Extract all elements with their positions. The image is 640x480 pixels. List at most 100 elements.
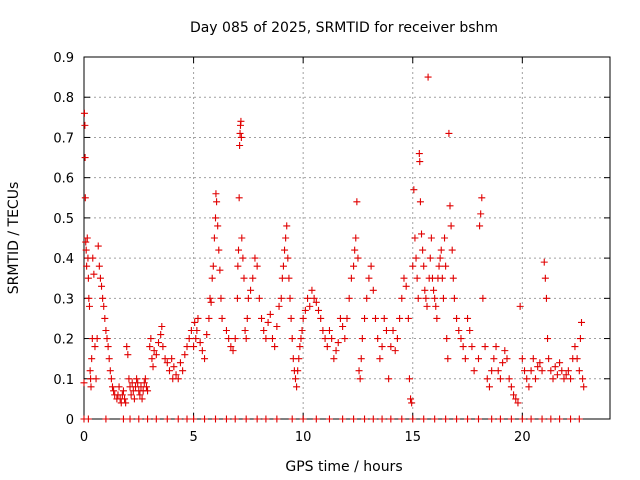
data-point [437, 246, 445, 254]
data-point [161, 355, 169, 363]
zero-point [350, 415, 358, 423]
zero-point [507, 415, 515, 423]
data-point [105, 355, 113, 363]
zero-point [152, 415, 160, 423]
data-point [336, 314, 344, 322]
data-point [415, 150, 423, 158]
data-point [306, 302, 314, 310]
data-point [308, 286, 316, 294]
zero-point [488, 415, 496, 423]
data-point [206, 294, 214, 302]
data-point [247, 286, 255, 294]
data-point [185, 335, 193, 343]
data-point [233, 294, 241, 302]
data-point [459, 343, 467, 351]
data-point [432, 302, 440, 310]
zero-point [464, 415, 472, 423]
zero-point [361, 415, 369, 423]
data-point [567, 375, 575, 383]
x-tick-label: 5 [189, 430, 197, 445]
data-point [90, 270, 98, 278]
zero-point [547, 415, 555, 423]
zero-point [273, 415, 281, 423]
zero-point [102, 415, 110, 423]
zero-point [378, 415, 386, 423]
data-point [136, 391, 144, 399]
data-point [446, 202, 454, 210]
data-point [229, 347, 237, 355]
data-point [234, 262, 242, 270]
data-point [408, 399, 416, 407]
y-tick-label: 0.7 [53, 131, 74, 146]
data-point [95, 262, 103, 270]
axis-ticks: 0 0.1 0.2 0.3 0.4 0.5 0.6 0.7 0.8 0.9 0 5 10 15 20 [53, 51, 610, 445]
data-point [534, 363, 542, 371]
data-point [81, 121, 89, 129]
zero-point [201, 415, 209, 423]
data-point [249, 274, 257, 282]
data-point [119, 387, 127, 395]
data-point [239, 254, 247, 262]
data-point [547, 367, 555, 375]
data-point [455, 327, 463, 335]
data-point [260, 327, 268, 335]
data-point [93, 335, 101, 343]
data-point [268, 335, 276, 343]
data-point [516, 302, 524, 310]
data-point [556, 359, 564, 367]
data-point [85, 302, 93, 310]
data-point [328, 335, 336, 343]
data-point [310, 294, 318, 302]
data-point [286, 294, 294, 302]
data-point [235, 246, 243, 254]
data-point [413, 274, 421, 282]
zero-point [556, 415, 564, 423]
data-point [562, 371, 570, 379]
data-point [409, 262, 417, 270]
data-point [398, 294, 406, 302]
data-point [172, 371, 180, 379]
data-point [106, 367, 114, 375]
y-tick-label: 0.6 [53, 172, 74, 187]
data-point [488, 367, 496, 375]
data-point [544, 335, 552, 343]
data-point [494, 367, 502, 375]
data-point [475, 355, 482, 363]
data-point [464, 314, 472, 322]
data-point [89, 254, 97, 262]
data-point [213, 198, 221, 206]
data-point [125, 375, 133, 383]
data-point [130, 395, 138, 403]
data-point [389, 327, 397, 335]
data-point [85, 294, 93, 302]
plot-frame [83, 56, 611, 420]
data-point [411, 234, 419, 242]
data-point [174, 375, 182, 383]
data-point [298, 327, 306, 335]
data-point [82, 246, 90, 254]
data-point [443, 335, 451, 343]
data-point [102, 327, 110, 335]
data-point [378, 343, 386, 351]
zero-point [126, 415, 134, 423]
data-point [301, 306, 309, 314]
data-point [431, 294, 439, 302]
data-point [499, 359, 507, 367]
data-point [580, 383, 588, 391]
data-point [357, 355, 365, 363]
data-point [410, 186, 418, 194]
data-point [332, 347, 340, 355]
data-point [183, 343, 191, 351]
data-point [141, 375, 149, 383]
data-point [295, 355, 303, 363]
data-point [334, 339, 342, 347]
data-point [541, 274, 549, 282]
y-tick-label: 0.5 [53, 212, 74, 227]
zero-point [575, 415, 583, 423]
data-point [214, 222, 222, 230]
data-point [387, 343, 395, 351]
x-tick-label: 10 [295, 430, 312, 445]
data-point [421, 286, 429, 294]
zero-point [183, 415, 191, 423]
data-point [558, 367, 566, 375]
